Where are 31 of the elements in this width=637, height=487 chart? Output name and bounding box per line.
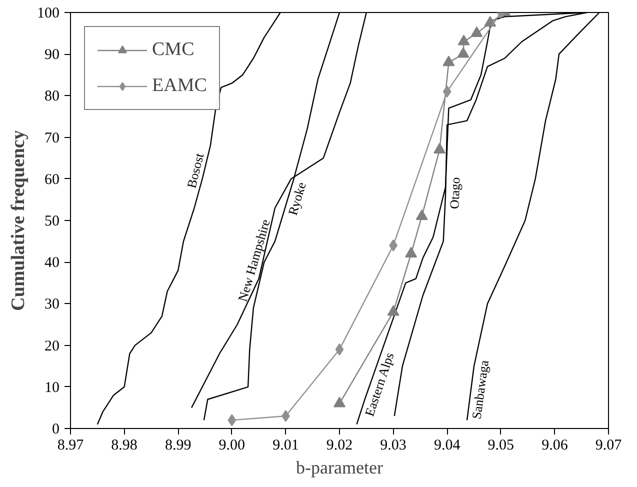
x-axis-title: b-parameter [296,458,383,478]
y-tick-label: 20 [44,338,60,354]
legend-label: EAMC [152,75,207,97]
y-tick-label: 90 [44,47,60,64]
text: Sanbawaga [468,359,492,420]
x-tick-label: 8.97 [57,438,84,454]
text: Bosost [184,151,207,190]
x-tick-label: 9.06 [542,438,568,454]
y-tick-label: 40 [44,255,60,272]
y-tick-label: 100 [37,6,60,22]
x-tick-label: 9.05 [488,438,514,454]
x-tick-label: 9.00 [218,438,246,454]
x-tick-label: 9.03 [380,438,406,454]
text: Otago [446,176,463,210]
text: Ryoke [285,180,309,217]
y-tick-label: 80 [44,88,60,105]
x-tick-label: 8.98 [111,438,138,454]
y-tick-label: 0 [52,422,60,438]
y-tick-label: 70 [44,130,60,146]
y-tick-label: 30 [44,296,60,313]
y-tick-label: 60 [44,172,60,188]
y-tick-label: 50 [44,214,60,230]
x-tick-label: 8.99 [164,438,192,454]
legend-label: CMC [152,39,194,61]
x-tick-label: 9.07 [595,438,622,454]
text: Eastern Alps [362,350,397,418]
x-tick-label: 9.04 [434,438,461,454]
x-tick-label: 9.01 [272,438,299,454]
x-tick-label: 9.02 [326,438,353,454]
y-axis-title: Cumulative frequency [8,130,29,311]
y-tick-label: 10 [44,380,60,396]
